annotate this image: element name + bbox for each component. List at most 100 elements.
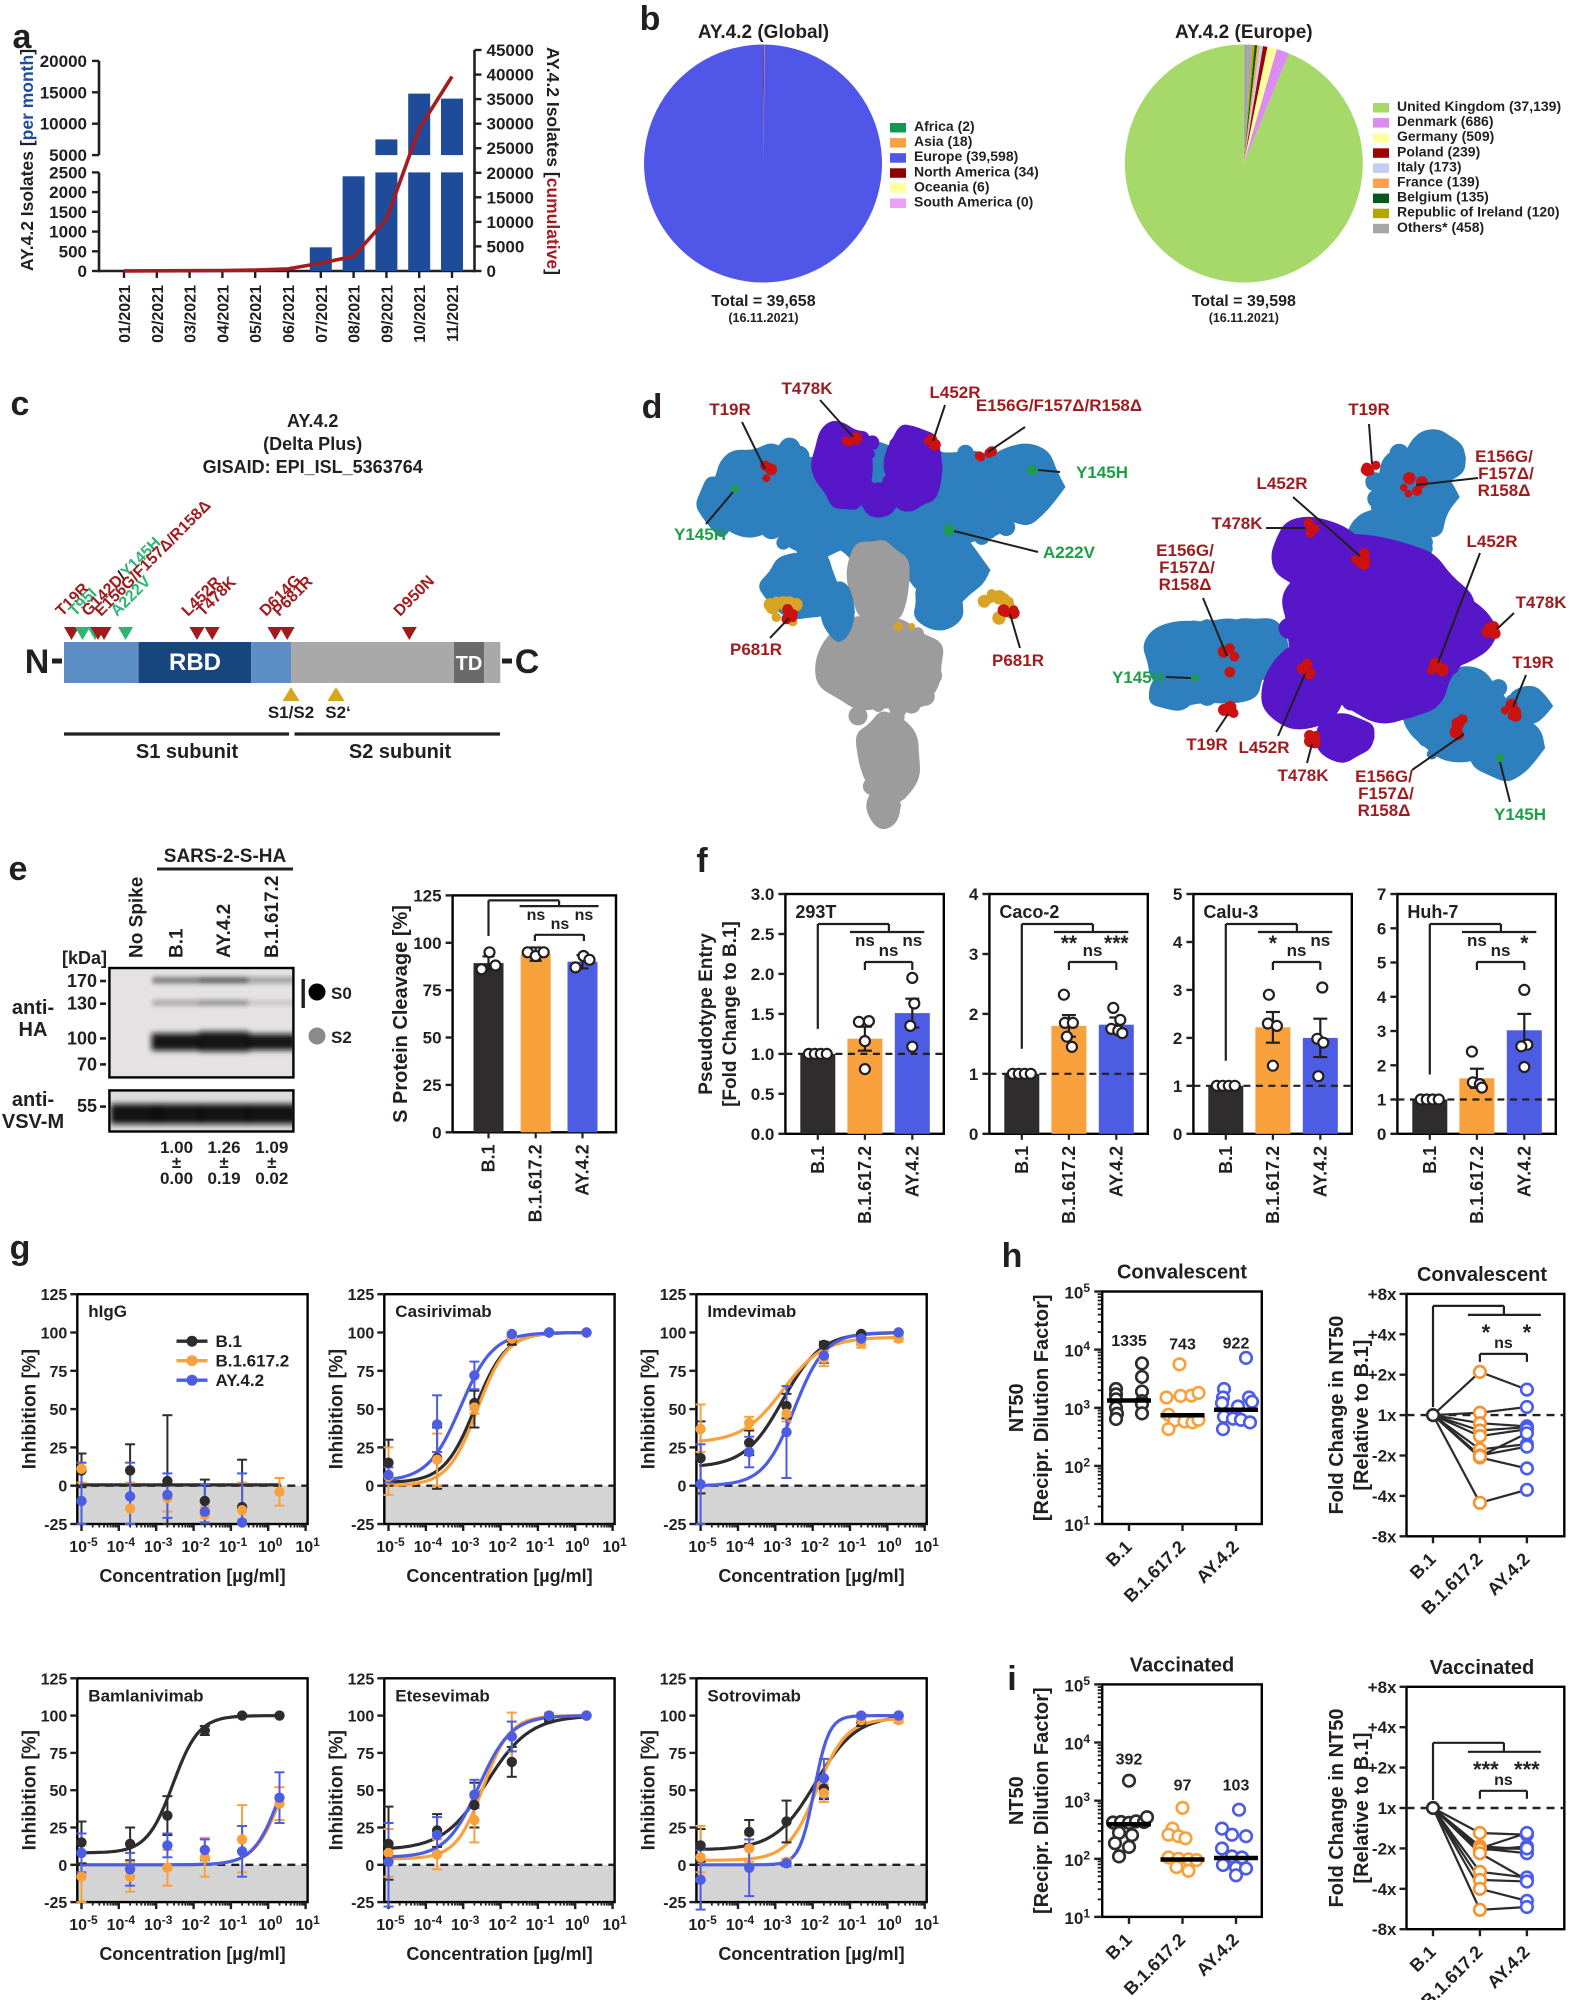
svg-text:B.1: B.1	[167, 928, 188, 958]
svg-text:F157Δ/: F157Δ/	[1478, 464, 1534, 483]
svg-text:anti-: anti-	[12, 1089, 54, 1111]
svg-text:Belgium (135): Belgium (135)	[1397, 189, 1489, 205]
svg-text:-2x: -2x	[1372, 1839, 1397, 1858]
svg-text:170: 170	[67, 971, 97, 991]
svg-text:Others* (458): Others* (458)	[1397, 219, 1484, 235]
svg-text:[Recipr. Dilution Factor]: [Recipr. Dilution Factor]	[1031, 1294, 1053, 1521]
svg-text:AY.4.2: AY.4.2	[573, 1144, 593, 1195]
svg-text:S2 subunit: S2 subunit	[349, 741, 452, 763]
svg-text:AY.4.2: AY.4.2	[1106, 1146, 1126, 1197]
svg-text:P681R: P681R	[992, 651, 1044, 670]
svg-text:Concentration [µg/ml]: Concentration [µg/ml]	[718, 1566, 904, 1586]
svg-text:ns: ns	[1083, 941, 1103, 960]
svg-text:Inhibition [%]: Inhibition [%]	[326, 1349, 347, 1469]
svg-text:B.1.617.2: B.1.617.2	[216, 1352, 290, 1371]
svg-text:+2x: +2x	[1368, 1366, 1397, 1385]
svg-text:L452R: L452R	[929, 383, 980, 402]
svg-text:2.0: 2.0	[751, 965, 775, 984]
svg-text:09/2021: 09/2021	[379, 285, 396, 343]
svg-text:-25: -25	[44, 1895, 67, 1912]
svg-text:0: 0	[432, 1123, 441, 1142]
svg-text:Inhibition [%]: Inhibition [%]	[19, 1349, 40, 1469]
svg-text:4: 4	[969, 885, 979, 904]
svg-text:50: 50	[669, 1783, 687, 1800]
svg-text:100: 100	[660, 1326, 687, 1343]
svg-text:50: 50	[50, 1402, 68, 1419]
svg-text:+8x: +8x	[1368, 1285, 1397, 1304]
svg-text:0: 0	[487, 262, 496, 281]
svg-text:1x: 1x	[1378, 1799, 1397, 1818]
svg-text:TD: TD	[456, 653, 483, 675]
svg-text:***: ***	[1514, 1757, 1540, 1782]
svg-text:a: a	[13, 18, 33, 56]
svg-text:T19R: T19R	[1186, 735, 1228, 754]
svg-text:*: *	[1482, 1320, 1491, 1345]
svg-text:R158Δ: R158Δ	[1159, 575, 1212, 594]
svg-text:North America (34): North America (34)	[914, 163, 1039, 179]
svg-text:07/2021: 07/2021	[314, 285, 331, 343]
svg-text:10/2021: 10/2021	[412, 285, 429, 343]
svg-text:SARS-2-S-HA: SARS-2-S-HA	[164, 846, 287, 867]
svg-text:125: 125	[348, 1287, 375, 1304]
svg-text:15000: 15000	[40, 83, 87, 102]
svg-text:ns: ns	[1491, 941, 1511, 960]
svg-text:NT50: NT50	[1006, 1776, 1028, 1825]
svg-text:**: **	[1061, 932, 1078, 955]
svg-text:Bamlanivimab: Bamlanivimab	[88, 1686, 203, 1705]
svg-text:Concentration [µg/ml]: Concentration [µg/ml]	[406, 1566, 592, 1586]
svg-text:2000: 2000	[49, 183, 87, 202]
svg-text:i: i	[1007, 1660, 1016, 1698]
svg-text:Vaccinated: Vaccinated	[1430, 1657, 1535, 1679]
svg-text:Calu-3: Calu-3	[1203, 902, 1258, 922]
svg-text:[Relative to B.1]: [Relative to B.1]	[1351, 1732, 1373, 1883]
svg-text:Africa (2): Africa (2)	[914, 118, 975, 134]
svg-text:France (139): France (139)	[1397, 174, 1479, 190]
svg-text:06/2021: 06/2021	[281, 285, 298, 343]
svg-text:50: 50	[669, 1402, 687, 1419]
svg-text:2.5: 2.5	[751, 925, 775, 944]
svg-text:Asia (18): Asia (18)	[914, 133, 972, 149]
svg-text:E156G/: E156G/	[1355, 767, 1413, 786]
svg-text:Pseudotype Entry: Pseudotype Entry	[696, 933, 717, 1095]
svg-text:922: 922	[1223, 1335, 1250, 1352]
svg-text:Huh-7: Huh-7	[1407, 902, 1458, 922]
svg-text:5000: 5000	[487, 237, 525, 256]
svg-text:0.19: 0.19	[207, 1169, 240, 1188]
svg-text:125: 125	[41, 1287, 68, 1304]
svg-text:1.0: 1.0	[751, 1045, 775, 1064]
svg-text:Denmark (686): Denmark (686)	[1397, 113, 1494, 129]
svg-text:h: h	[1002, 1237, 1023, 1275]
svg-text:±: ±	[219, 1153, 228, 1172]
svg-text:P681R: P681R	[730, 640, 782, 659]
svg-text:11/2021: 11/2021	[445, 285, 462, 342]
svg-text:Imdevimab: Imdevimab	[707, 1302, 796, 1321]
svg-text:T19R: T19R	[709, 400, 751, 419]
svg-text:Y145H: Y145H	[1112, 668, 1164, 687]
svg-text:Fold Change in NT50: Fold Change in NT50	[1326, 1316, 1348, 1515]
svg-text:ns: ns	[902, 931, 922, 950]
svg-text:100: 100	[413, 934, 441, 953]
svg-text:+4x: +4x	[1368, 1718, 1397, 1737]
svg-text:B.1: B.1	[808, 1146, 828, 1174]
svg-text:70: 70	[77, 1054, 97, 1074]
svg-text:0: 0	[78, 262, 87, 281]
svg-text:Germany (509): Germany (509)	[1397, 128, 1494, 144]
svg-text:Vaccinated: Vaccinated	[1130, 1654, 1235, 1676]
svg-text:20000: 20000	[487, 164, 534, 183]
svg-text:B.1: B.1	[1420, 1146, 1440, 1174]
svg-text:743: 743	[1169, 1337, 1196, 1354]
svg-text:S1 subunit: S1 subunit	[136, 741, 239, 763]
svg-text:N: N	[25, 643, 50, 681]
svg-text:R158Δ: R158Δ	[1478, 481, 1531, 500]
svg-text:5: 5	[1377, 954, 1386, 973]
svg-text:-25: -25	[351, 1517, 374, 1534]
svg-text:T478K: T478K	[781, 379, 833, 398]
svg-text:125: 125	[413, 886, 441, 905]
svg-text:Y145H: Y145H	[674, 525, 726, 544]
svg-text:f: f	[696, 842, 708, 880]
svg-text:100: 100	[41, 1326, 68, 1343]
svg-text:25: 25	[50, 1821, 68, 1838]
svg-text:Poland (239): Poland (239)	[1397, 143, 1480, 159]
svg-text:ns: ns	[527, 907, 546, 924]
svg-text:-4x: -4x	[1372, 1880, 1397, 1899]
